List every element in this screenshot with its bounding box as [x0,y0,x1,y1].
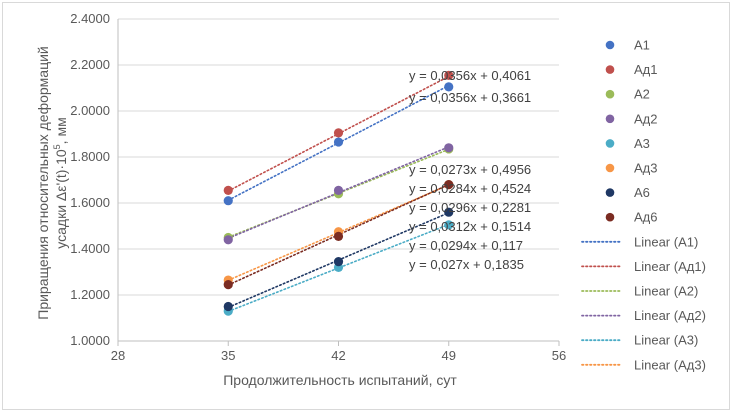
legend-label: А1 [634,38,650,53]
data-point [333,231,344,241]
trendline-equation: y = 0,0312x + 0,1514 [409,219,531,234]
trendline-equation: y = 0,0296x + 0,2281 [409,200,531,215]
gridlines [118,18,559,296]
trendline-equation: y = 0,0284x + 0,4524 [409,181,531,196]
trendline-equation: y = 0,0273x + 0,4956 [409,162,531,177]
data-point [444,70,454,80]
y-axis-title-line2: усадки Δε'(t)·105, мм [52,117,69,248]
data-point [444,82,454,92]
data-point [444,180,454,190]
data-point [223,280,233,290]
trendline-equation: y = 0,0294x + 0,117 [409,238,523,253]
legend-label: А3 [634,136,650,151]
trendline-equations: y = 0,0356x + 0,4061 y = 0,0356x + 0,3661… [409,68,531,272]
data-point [444,207,454,217]
y-tick-label: 1.2000 [70,287,110,302]
legend-label: Linear (А3) [634,333,698,348]
x-tick-label: 42 [331,348,345,363]
y-tick-label: 1.4000 [70,241,110,256]
data-point [223,185,233,195]
data-point [444,143,454,153]
legend-label: А6 [634,185,650,200]
tick-labels: 1.0000 1.2000 1.4000 1.6000 1.8000 2.0000 2.20… [70,11,566,363]
legend-marker [605,89,615,99]
trendline-equation: y = 0,0356x + 0,4061 [409,68,531,83]
trendline-equation: y = 0,0356x + 0,3661 [409,90,531,105]
data-point [223,196,233,206]
y-axis-title-post: , мм [53,117,69,144]
legend-label: Linear (Ад1) [634,259,706,274]
legend-label: Linear (Ад3) [634,357,706,372]
y-tick-label: 2.2000 [70,57,110,72]
x-tick-label: 56 [552,348,566,363]
y-tick-label: 2.4000 [70,11,110,26]
y-tick-label: 1.6000 [70,195,110,210]
axes [117,19,560,346]
legend-label: Ад1 [634,62,658,77]
data-point [333,128,344,138]
y-axis-title-pre: усадки Δε'(t)·10 [53,149,69,249]
legend: А1 Ад1 А2 Ад2 А3 Ад3 А6 Ад6 Linear (А1) Linear (А… [581,38,706,372]
x-tick-label: 35 [221,348,235,363]
y-tick-label: 2.0000 [70,103,110,118]
legend-label: Linear (А2) [634,284,698,299]
x-tick-label: 49 [442,348,456,363]
y-axis-title-sup: 5 [52,144,62,149]
trendline [227,223,450,313]
legend-marker [605,212,615,222]
legend-marker [605,188,615,197]
data-point [333,185,344,195]
legend-label: Linear (А1) [634,234,698,249]
legend-label: А2 [634,87,650,102]
data-points [223,70,454,316]
legend-marker [605,114,615,124]
legend-label: Ад3 [634,161,658,176]
legend-label: Ад2 [634,111,658,126]
legend-marker [605,65,615,74]
legend-marker [605,40,615,50]
data-point [223,301,233,312]
y-axis-title-line1: Приращения относительных деформаций [35,46,51,319]
chart-frame [2,2,730,410]
data-point [223,235,233,245]
x-axis-title: Продолжительность испытаний, сут [223,372,457,388]
trendline-equation: y = 0,027x + 0,1835 [409,257,524,272]
data-point [444,220,454,230]
legend-marker [605,163,615,173]
y-tick-label: 1.8000 [70,149,110,164]
legend-marker [605,139,615,148]
legend-label: Ад6 [634,210,658,225]
legend-label: Linear (Ад2) [634,308,706,323]
data-point [333,257,344,267]
data-point [333,137,344,147]
y-tick-label: 1.0000 [70,333,110,348]
x-tick-label: 28 [111,348,125,363]
